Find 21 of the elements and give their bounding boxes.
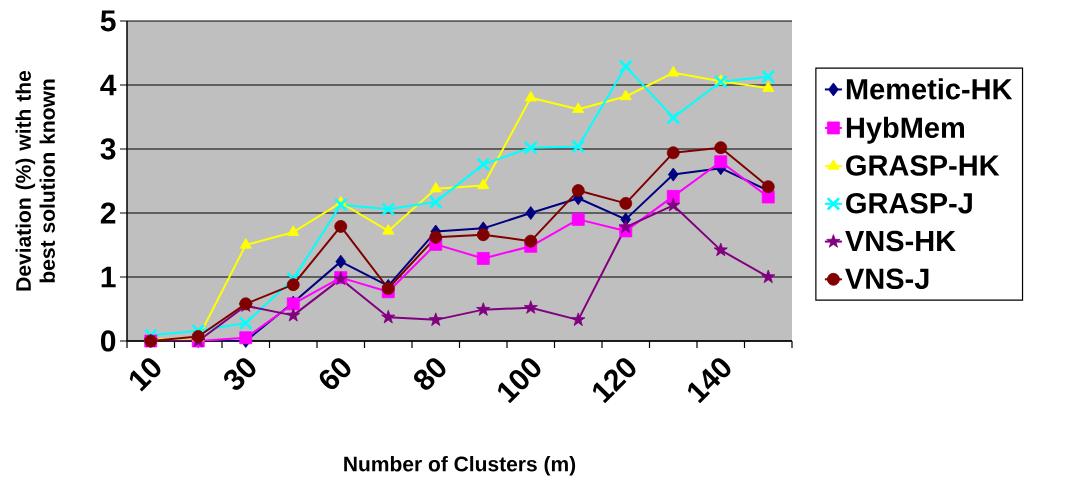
y-tick-label: 5 [100,10,116,32]
y-tick-label: 0 [100,330,116,352]
x-tick-label: 140 [688,358,731,404]
x-tick-label: 10 [129,358,161,392]
x-tick-label: 120 [593,358,636,404]
y-tick-label: 2 [100,202,116,224]
legend-label: VNS-J [845,268,929,289]
legend-label: HybMem [846,116,964,144]
x-tick-label: 80 [414,358,446,390]
legend-label: GRASP-J [846,192,972,214]
y-tick-label: 1 [101,266,116,288]
y-tick-label: 4 [100,74,117,96]
x-tick-label: 100 [498,358,541,404]
legend-label: VNS-HK [845,230,956,252]
y-axis-title: Deviation (%) with the best solution known [15,70,55,291]
x-tick-label: 60 [319,358,351,390]
y-tick-label: 3 [100,138,116,160]
x-axis-title: Number of Clusters (m) [344,456,576,476]
legend-label: Memetic-HK [846,78,1013,100]
legend-label: GRASP-HK [846,155,1000,176]
x-tick-label: 30 [224,358,256,390]
